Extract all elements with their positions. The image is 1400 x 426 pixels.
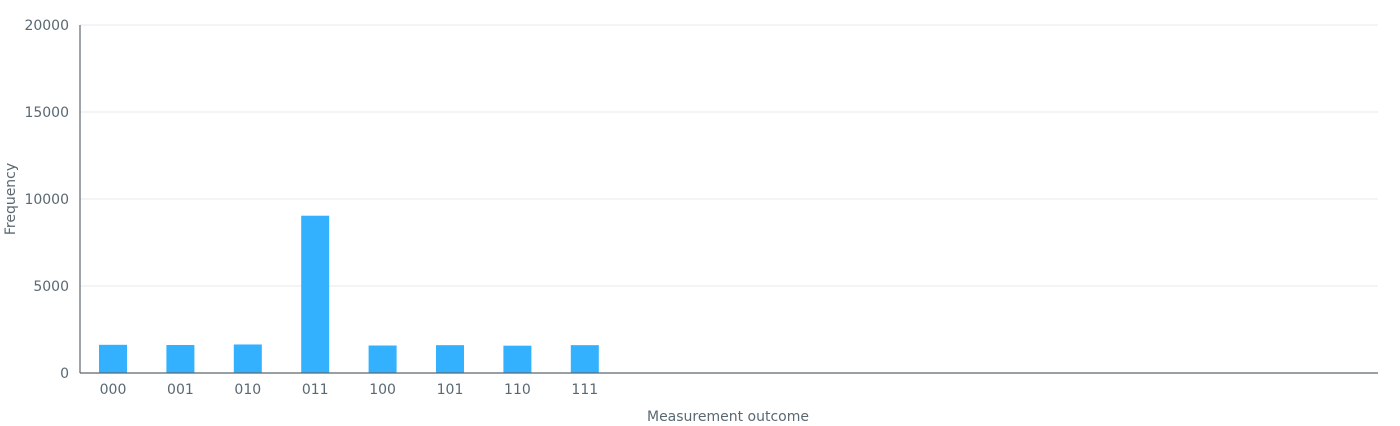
axes <box>79 25 1378 374</box>
x-tick-label: 111 <box>571 382 598 398</box>
grid-lines <box>80 24 1378 287</box>
x-tick-label: 001 <box>167 382 194 398</box>
y-tick-label: 5000 <box>33 279 69 295</box>
bar-000[interactable] <box>99 344 127 373</box>
y-tick-label: 10000 <box>24 192 69 208</box>
bars <box>99 215 599 373</box>
x-tick-label: 000 <box>100 382 127 398</box>
y-tick-labels: 0 5000 10000 15000 20000 <box>24 18 69 382</box>
x-tick-label: 010 <box>234 382 261 398</box>
bar-110[interactable] <box>503 345 532 373</box>
x-tick-label: 011 <box>302 382 329 398</box>
bar-111[interactable] <box>570 345 599 373</box>
bar-010[interactable] <box>233 344 262 373</box>
bar-100[interactable] <box>368 345 397 373</box>
x-tick-label: 101 <box>437 382 464 398</box>
y-tick-label: 15000 <box>24 105 69 121</box>
y-axis-title: Frequency <box>3 163 19 235</box>
y-tick-label: 0 <box>60 366 69 382</box>
x-tick-label: 110 <box>504 382 531 398</box>
bar-011[interactable] <box>301 215 330 373</box>
x-tick-label: 100 <box>369 382 396 398</box>
y-tick-label: 20000 <box>24 18 69 34</box>
bar-001[interactable] <box>166 344 195 373</box>
x-tick-labels: 000 001 010 011 100 101 110 111 <box>100 382 599 398</box>
x-axis-title: Measurement outcome <box>647 409 809 425</box>
bar-101[interactable] <box>436 345 464 373</box>
